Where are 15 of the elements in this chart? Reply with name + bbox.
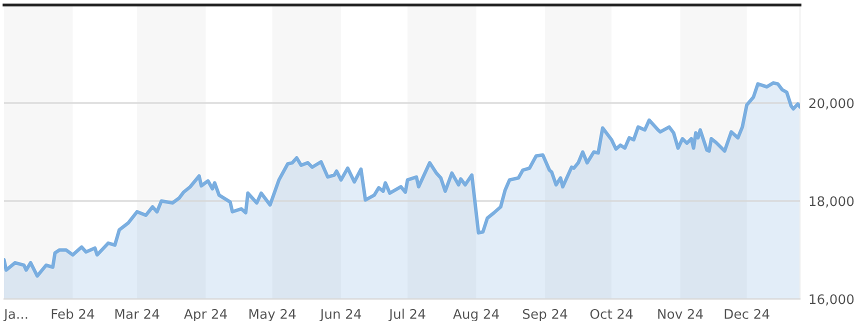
x-tick-label: Jul 24 xyxy=(388,308,426,321)
y-tick-label: 16,000 xyxy=(810,294,854,306)
x-tick-label: Aug 24 xyxy=(453,308,499,321)
y-tick-label: 20,000 xyxy=(809,98,854,110)
x-tick-label: Ja... xyxy=(3,309,28,321)
x-tick-label: Oct 24 xyxy=(590,308,633,319)
x-tick-label: Mar 24 xyxy=(115,308,160,319)
x-tick-label: Jun 24 xyxy=(320,308,362,321)
x-tick-label: Nov 24 xyxy=(658,308,703,319)
y-tick-label: 18,000 xyxy=(810,196,854,208)
x-tick-label: Sep 24 xyxy=(522,308,568,321)
x-tick-label: Feb 24 xyxy=(52,308,94,319)
x-tick-label: May 24 xyxy=(249,308,296,321)
x-tick-label: Apr 24 xyxy=(184,308,227,321)
x-tick-label: Dec 24 xyxy=(724,308,770,319)
